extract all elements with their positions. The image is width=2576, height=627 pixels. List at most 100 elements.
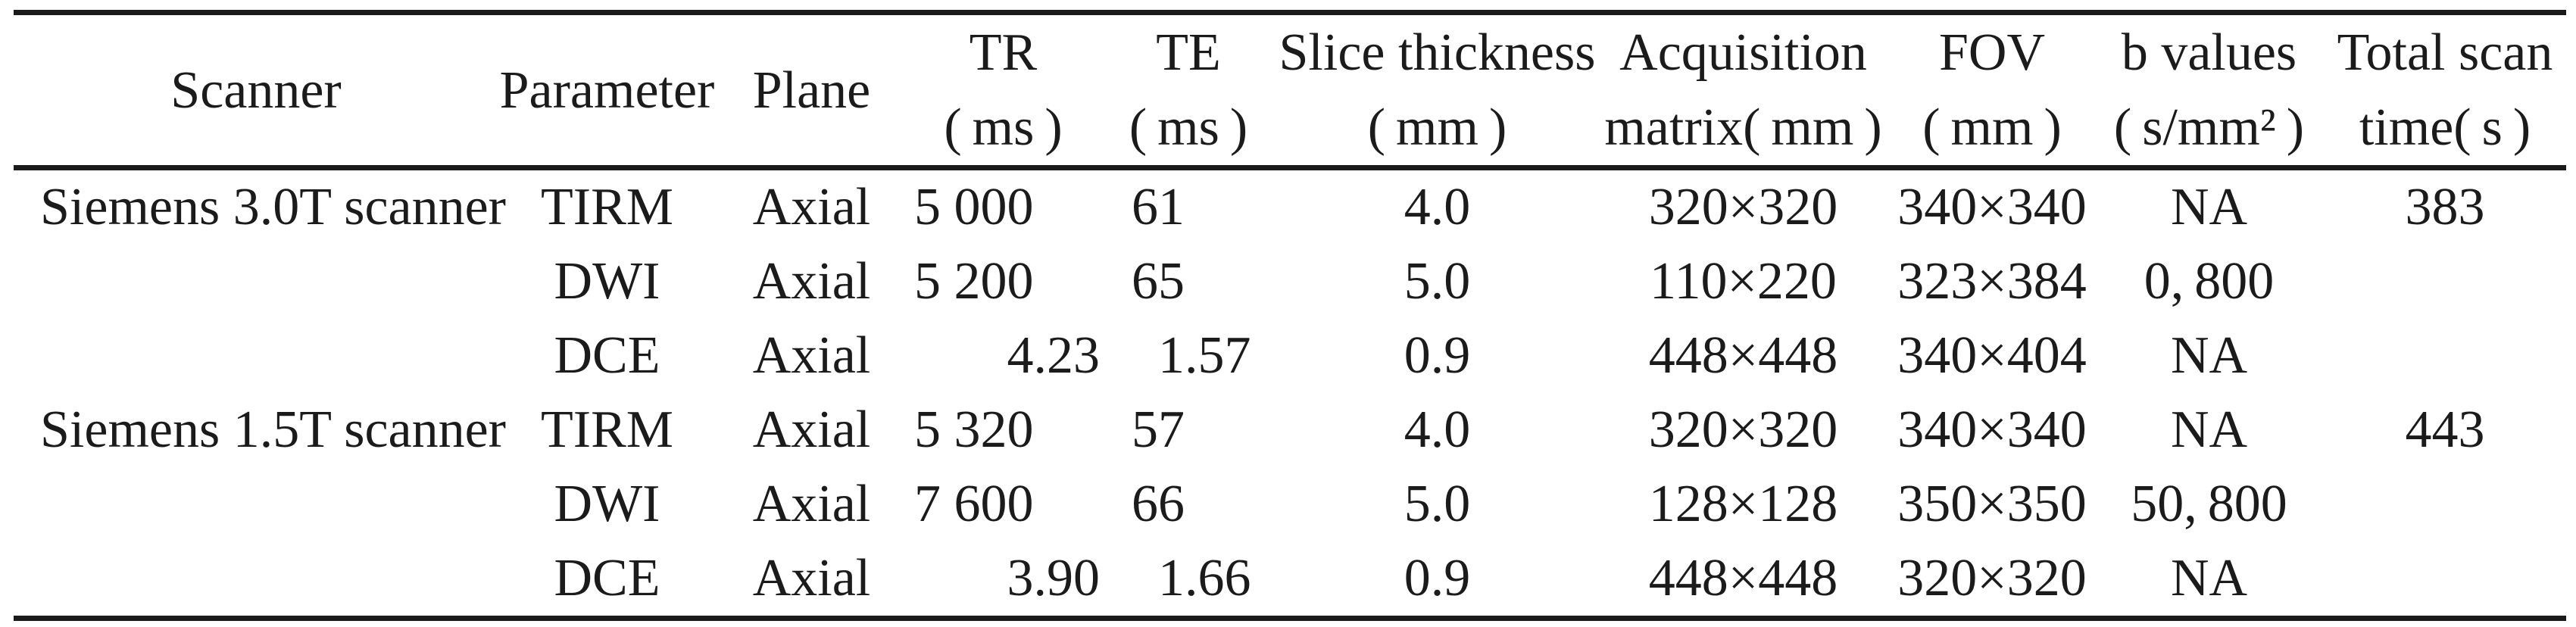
col-header-b-values-line2: ( s/mm² ) xyxy=(2113,98,2305,157)
cell-scanner: Siemens 3.0T scanner xyxy=(40,178,506,236)
cell-plane: Axial xyxy=(752,252,871,310)
cell-fov: 340×404 xyxy=(1897,326,2087,385)
scan-parameters-table: Scanner Parameter Plane TR ( ms ) TE xyxy=(14,10,2566,621)
cell-slice-thickness: 5.0 xyxy=(1404,475,1471,533)
te-int: 57 xyxy=(1132,401,1185,459)
col-header-plane-line1: Plane xyxy=(752,61,871,120)
col-header-tr-line2: ( ms ) xyxy=(944,98,1063,157)
table-row: Siemens 3.0T scanner TIRM Axial 5 000 61… xyxy=(14,168,2566,245)
col-header-scanner-line1: Scanner xyxy=(170,61,342,120)
tr-int: 5 320 xyxy=(914,401,1034,459)
cell-total-scan-time: 443 xyxy=(2405,401,2485,459)
col-header-fov-line2: ( mm ) xyxy=(1922,98,2062,157)
cell-scanner xyxy=(14,541,498,619)
col-header-parameter-line1: Parameter xyxy=(499,61,715,120)
cell-plane: Axial xyxy=(752,475,871,533)
tr-int: 7 600 xyxy=(914,475,1034,533)
tr-int: 5 000 xyxy=(914,178,1034,236)
cell-plane: Axial xyxy=(752,401,871,459)
tr-int: 4 xyxy=(1007,326,1034,385)
cell-slice-thickness: 4.0 xyxy=(1404,178,1471,236)
cell-parameter: TIRM xyxy=(541,178,673,236)
cell-tr: 4.23 xyxy=(907,319,1101,393)
cell-tr: 3.90 xyxy=(907,541,1101,619)
col-header-b-values: b values ( s/mm² ) xyxy=(2094,12,2324,170)
col-header-slice-line1: Slice thickness xyxy=(1279,23,1596,82)
col-header-plane: Plane xyxy=(716,12,907,170)
cell-fov: 323×384 xyxy=(1897,252,2087,310)
cell-te: 1.57 xyxy=(1099,319,1278,393)
cell-b-values: NA xyxy=(2170,178,2248,236)
te-frac: .66 xyxy=(1185,549,1251,607)
te-frac: .57 xyxy=(1185,326,1251,385)
table-row: DWI Axial 5 200 65 5.0 110×220 323×384 0… xyxy=(14,245,2566,319)
cell-slice-thickness: 0.9 xyxy=(1404,326,1471,385)
col-header-parameter: Parameter xyxy=(498,12,716,170)
cell-slice-thickness: 4.0 xyxy=(1404,401,1471,459)
col-header-te-line2: ( ms ) xyxy=(1129,98,1248,157)
tr-int: 3 xyxy=(1007,549,1034,607)
cell-acquisition-matrix: 128×128 xyxy=(1648,475,1838,533)
cell-total-scan-time: 383 xyxy=(2405,178,2485,236)
cell-slice-thickness: 5.0 xyxy=(1404,252,1471,310)
cell-b-values: NA xyxy=(2170,401,2248,459)
cell-fov: 340×340 xyxy=(1897,401,2087,459)
cell-acquisition-matrix: 320×320 xyxy=(1648,178,1838,236)
tr-frac: .90 xyxy=(1033,549,1101,607)
header-row: Scanner Parameter Plane TR ( ms ) TE xyxy=(14,12,2566,170)
cell-plane: Axial xyxy=(752,178,871,236)
col-header-te: TE ( ms ) xyxy=(1099,12,1278,170)
cell-parameter: TIRM xyxy=(541,401,673,459)
te-int: 1 xyxy=(1158,549,1185,607)
col-header-tr-line1: TR xyxy=(969,23,1038,82)
te-int: 65 xyxy=(1132,252,1185,310)
table-row: Siemens 1.5T scanner TIRM Axial 5 320 57… xyxy=(14,393,2566,467)
cell-parameter: DWI xyxy=(554,252,660,310)
cell-total-scan-time xyxy=(2324,319,2566,393)
cell-scanner xyxy=(14,245,498,319)
col-header-fov: FOV ( mm ) xyxy=(1890,12,2094,170)
cell-acquisition-matrix: 448×448 xyxy=(1648,549,1838,607)
col-header-matrix-line1: Acquisition xyxy=(1619,23,1867,82)
cell-tr: 5 320 xyxy=(907,393,1099,467)
cell-b-values: 50, 800 xyxy=(2131,475,2287,533)
col-header-fov-line1: FOV xyxy=(1938,23,2046,82)
col-header-b-values-line1: b values xyxy=(2121,23,2297,82)
cell-plane: Axial xyxy=(752,326,871,385)
cell-scanner xyxy=(14,319,498,393)
cell-acquisition-matrix: 448×448 xyxy=(1648,326,1838,385)
cell-te: 57 xyxy=(1099,393,1278,467)
cell-slice-thickness: 0.9 xyxy=(1404,549,1471,607)
col-header-tr: TR ( ms ) xyxy=(907,12,1099,170)
col-header-total-scan-time: Total scan time( s ) xyxy=(2324,12,2566,170)
cell-tr: 5 000 xyxy=(907,168,1099,245)
cell-tr: 5 200 xyxy=(907,245,1099,319)
cell-total-scan-time xyxy=(2324,245,2566,319)
cell-fov: 320×320 xyxy=(1897,549,2087,607)
table-row: DCE Axial 3.90 1.66 0.9 448×448 320×320 … xyxy=(14,541,2566,619)
col-header-slice-thickness: Slice thickness ( mm ) xyxy=(1278,12,1597,170)
cell-b-values: NA xyxy=(2170,326,2248,385)
cell-b-values: NA xyxy=(2170,549,2248,607)
table-row: DCE Axial 4.23 1.57 0.9 448×448 340×404 … xyxy=(14,319,2566,393)
cell-parameter: DCE xyxy=(554,326,660,385)
tr-int: 5 200 xyxy=(914,252,1034,310)
table-row: DWI Axial 7 600 66 5.0 128×128 350×350 5… xyxy=(14,467,2566,541)
cell-acquisition-matrix: 110×220 xyxy=(1650,252,1837,310)
col-header-acquisition-matrix: Acquisition matrix( mm ) xyxy=(1597,12,1890,170)
cell-fov: 350×350 xyxy=(1897,475,2087,533)
cell-total-scan-time xyxy=(2324,541,2566,619)
cell-b-values: 0, 800 xyxy=(2144,252,2275,310)
cell-parameter: DCE xyxy=(554,549,660,607)
col-header-te-line1: TE xyxy=(1156,23,1221,82)
col-header-slice-line2: ( mm ) xyxy=(1367,98,1507,157)
cell-acquisition-matrix: 320×320 xyxy=(1648,401,1838,459)
tr-frac: .23 xyxy=(1033,326,1101,385)
cell-total-scan-time xyxy=(2324,467,2566,541)
cell-scanner xyxy=(14,467,498,541)
col-header-matrix-line2: matrix( mm ) xyxy=(1604,98,1882,157)
col-header-total-line1: Total scan xyxy=(2337,23,2553,82)
cell-fov: 340×340 xyxy=(1897,178,2087,236)
te-int: 1 xyxy=(1158,326,1185,385)
